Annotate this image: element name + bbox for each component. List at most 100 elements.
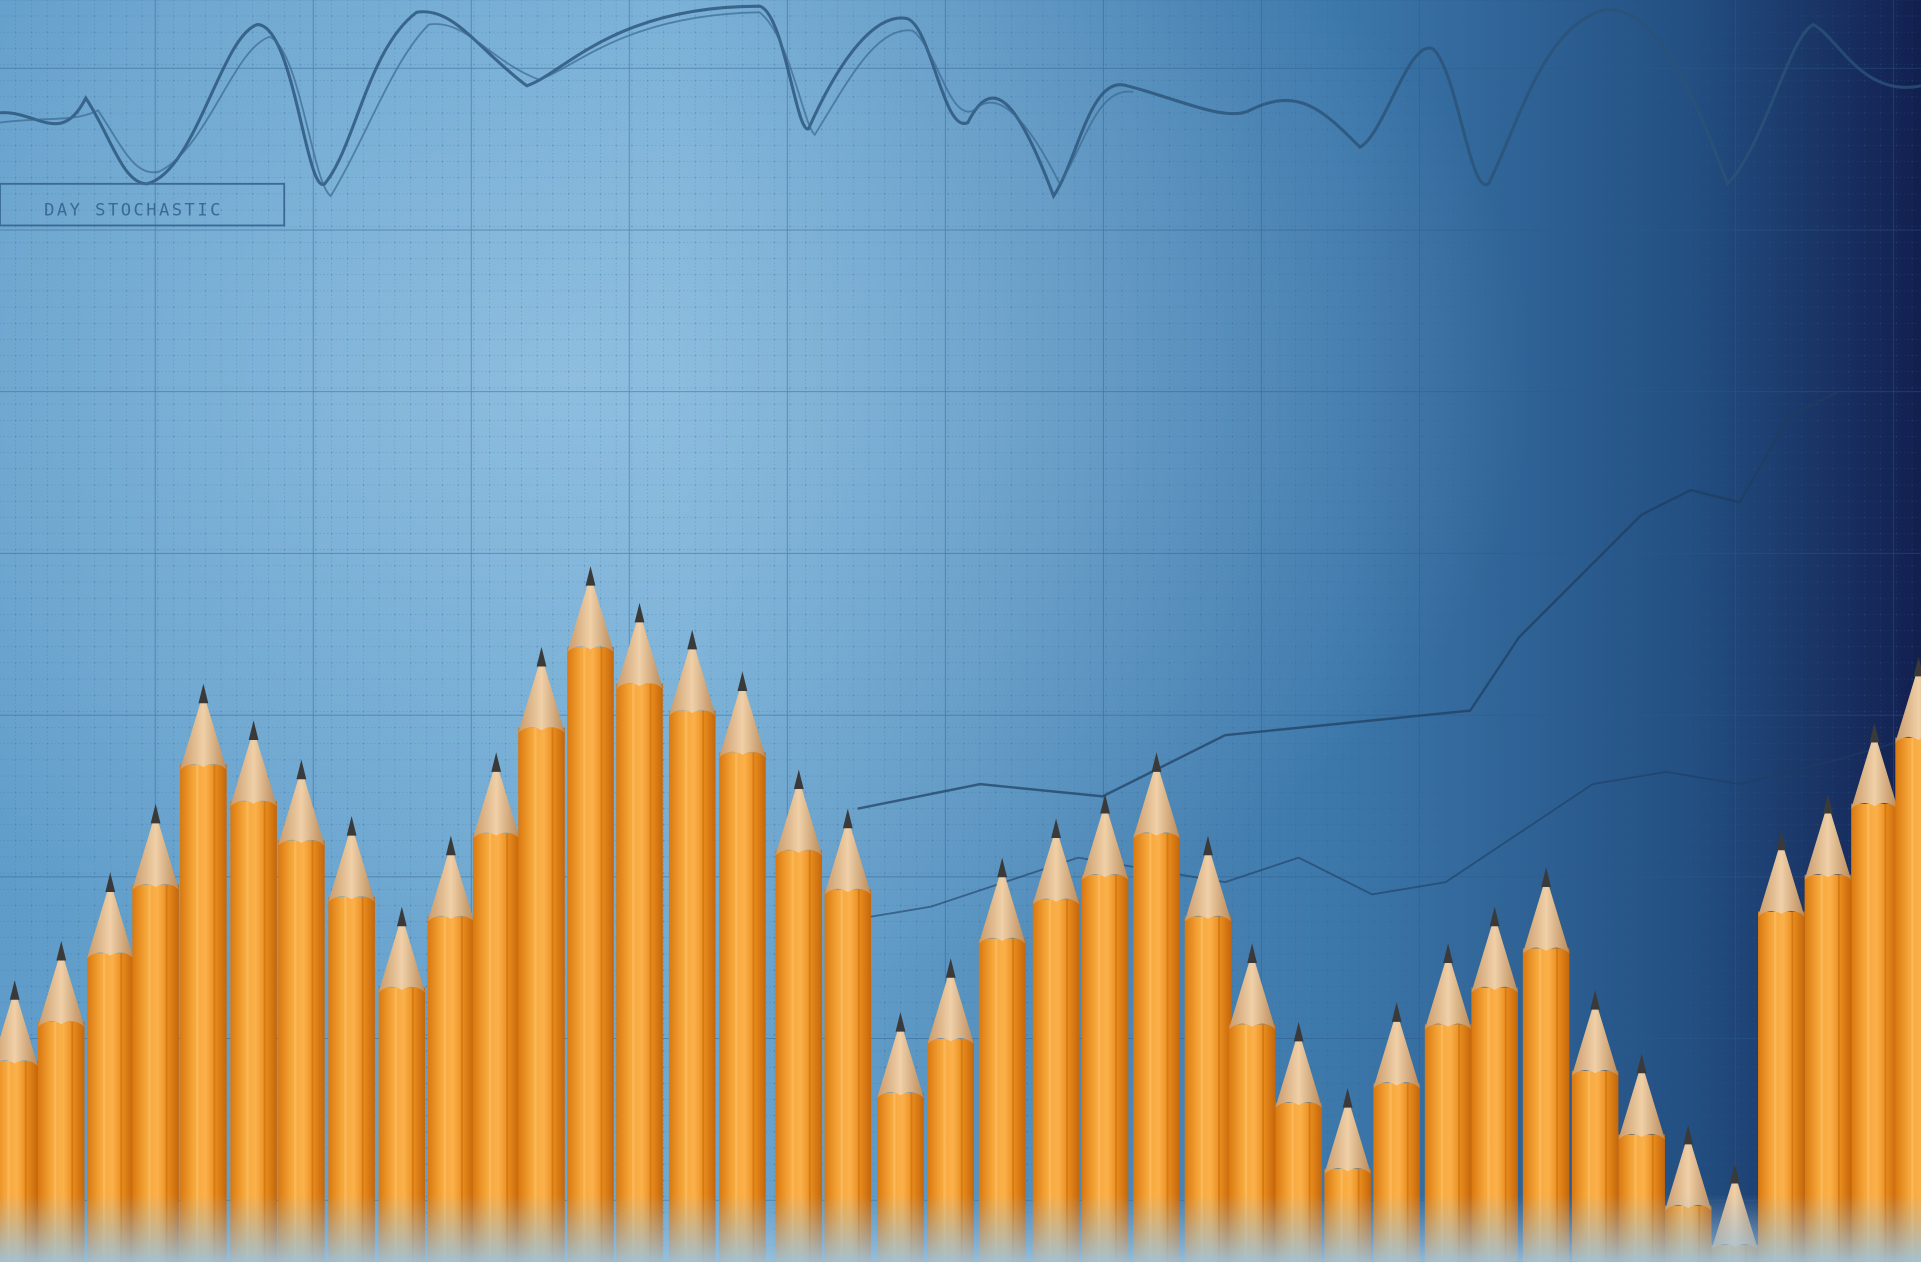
pencil-wood bbox=[668, 646, 716, 716]
pencil-lead bbox=[895, 1012, 906, 1032]
pencil-lead bbox=[997, 857, 1008, 878]
pencil-lead bbox=[842, 808, 853, 829]
pencil-wood bbox=[1618, 1070, 1665, 1140]
pencil-lead bbox=[1729, 1163, 1740, 1184]
pencil-wood bbox=[1133, 769, 1180, 839]
pencil-wood bbox=[567, 583, 614, 652]
pencil-lead bbox=[445, 835, 456, 856]
pencil-wood bbox=[824, 825, 872, 895]
pencil-lead bbox=[634, 602, 645, 623]
pencil-wood bbox=[86, 889, 134, 959]
stochastic-line-2 bbox=[0, 11, 1134, 198]
pencil-lead bbox=[346, 815, 357, 836]
pencil-lead bbox=[1443, 943, 1454, 964]
pencil-body bbox=[1895, 737, 1921, 1262]
pencil-lead bbox=[1247, 943, 1257, 964]
pencil-lead bbox=[536, 646, 547, 667]
stochastic-line bbox=[0, 4, 1921, 200]
pencil-lead bbox=[1541, 867, 1552, 888]
volume-line bbox=[857, 734, 1921, 920]
pencil-body bbox=[230, 801, 277, 1262]
pencil-lead bbox=[1391, 1002, 1402, 1022]
price-line bbox=[857, 391, 1839, 810]
pencil-body bbox=[775, 850, 823, 1262]
label-box bbox=[0, 182, 286, 227]
pencil-wood bbox=[978, 874, 1026, 944]
pencil-body bbox=[668, 710, 716, 1262]
pencil-lead bbox=[1489, 906, 1500, 927]
pencil-lead bbox=[793, 769, 804, 790]
pencil-wood bbox=[1851, 740, 1898, 809]
pencil-wood bbox=[1664, 1141, 1712, 1211]
pencil-body bbox=[180, 764, 227, 1262]
pencil-lead bbox=[56, 940, 67, 961]
pencil-lead bbox=[296, 759, 307, 780]
pencil-lead bbox=[9, 980, 20, 1000]
pencil-wood bbox=[1081, 811, 1129, 880]
pencil-wood bbox=[472, 769, 520, 839]
pencil-wood bbox=[1571, 1007, 1619, 1076]
pencil-wood bbox=[1373, 1019, 1420, 1088]
pencil-wood bbox=[1471, 923, 1518, 993]
pencil-wood bbox=[1758, 847, 1805, 917]
pencil-lead bbox=[1590, 989, 1601, 1010]
pencil-lead bbox=[1151, 752, 1162, 772]
pencil-lead bbox=[1822, 793, 1833, 814]
pencil-wood bbox=[1424, 960, 1472, 1030]
pencil-body bbox=[518, 727, 565, 1262]
pencil-wood bbox=[0, 997, 38, 1066]
pencil-wood bbox=[378, 923, 426, 993]
pencil-body bbox=[719, 752, 766, 1262]
pencil-wood bbox=[775, 786, 823, 856]
pencil-wood bbox=[927, 975, 974, 1044]
pencil-lead bbox=[105, 872, 116, 892]
pencil-wood bbox=[278, 776, 325, 846]
pencil-wood bbox=[132, 820, 179, 890]
pencil-lead bbox=[248, 720, 259, 741]
pencil-wood bbox=[1895, 673, 1921, 743]
pencil-wood bbox=[1804, 811, 1852, 880]
pencil-wood bbox=[877, 1029, 924, 1098]
pencil-lead bbox=[687, 629, 698, 650]
pencil-lead bbox=[1913, 656, 1921, 677]
pencil-body bbox=[1133, 833, 1180, 1262]
pencil-lead bbox=[491, 752, 502, 772]
pencil-body bbox=[472, 833, 520, 1262]
pencil-wood bbox=[37, 958, 85, 1027]
pencil-lead bbox=[1776, 830, 1787, 851]
pencil-wood bbox=[518, 664, 565, 733]
pencil-lead bbox=[1203, 835, 1213, 856]
pencil-wood bbox=[1184, 852, 1232, 922]
pencil-lead bbox=[1293, 1021, 1304, 1042]
pencil-wood bbox=[616, 619, 663, 689]
pencil-lead bbox=[150, 803, 161, 824]
pencil-wood bbox=[1522, 884, 1570, 954]
reflection bbox=[0, 1194, 1921, 1262]
pencil-body bbox=[278, 840, 325, 1262]
pencil-body bbox=[567, 646, 614, 1262]
pencil-wood bbox=[328, 833, 375, 902]
pencil-lead bbox=[1683, 1124, 1694, 1145]
pencil-wood bbox=[1324, 1105, 1371, 1174]
pencil-wood bbox=[1228, 960, 1276, 1030]
pencil-lead bbox=[1051, 818, 1061, 839]
pencil-wood bbox=[1275, 1038, 1322, 1108]
pencil-wood bbox=[180, 700, 227, 770]
pencil-body bbox=[1851, 803, 1898, 1262]
pencil-lead bbox=[396, 906, 407, 927]
pencil-lead bbox=[1636, 1053, 1647, 1074]
pencil-lead bbox=[585, 566, 596, 586]
pencil-lead bbox=[1100, 793, 1110, 814]
pencil-body bbox=[616, 683, 663, 1262]
chart-label: DAY STOCHASTIC bbox=[44, 201, 223, 221]
pencil-lead bbox=[1342, 1087, 1353, 1108]
pencil-lead bbox=[945, 958, 956, 978]
pencil-wood bbox=[719, 688, 766, 758]
pencil-wood bbox=[230, 737, 277, 807]
pencil-lead bbox=[198, 683, 209, 704]
pencil-wood bbox=[1032, 835, 1080, 905]
pencil-lead bbox=[737, 671, 748, 692]
pencil-wood bbox=[427, 852, 475, 922]
